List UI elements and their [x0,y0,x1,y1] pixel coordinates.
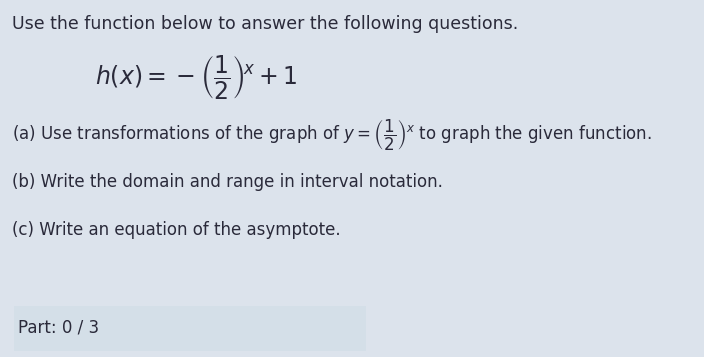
Text: $h(x)=-\left(\dfrac{1}{2}\right)^{\!x}+1$: $h(x)=-\left(\dfrac{1}{2}\right)^{\!x}+1… [95,53,297,101]
Text: Use the function below to answer the following questions.: Use the function below to answer the fol… [12,15,518,33]
Text: (a) Use transformations of the graph of $y=\left(\dfrac{1}{2}\right)^x$ to graph: (a) Use transformations of the graph of … [12,118,652,154]
Text: Part: 0 / 3: Part: 0 / 3 [18,318,99,336]
FancyBboxPatch shape [14,306,366,351]
Text: (b) Write the domain and range in interval notation.: (b) Write the domain and range in interv… [12,173,443,191]
Text: (c) Write an equation of the asymptote.: (c) Write an equation of the asymptote. [12,221,341,239]
